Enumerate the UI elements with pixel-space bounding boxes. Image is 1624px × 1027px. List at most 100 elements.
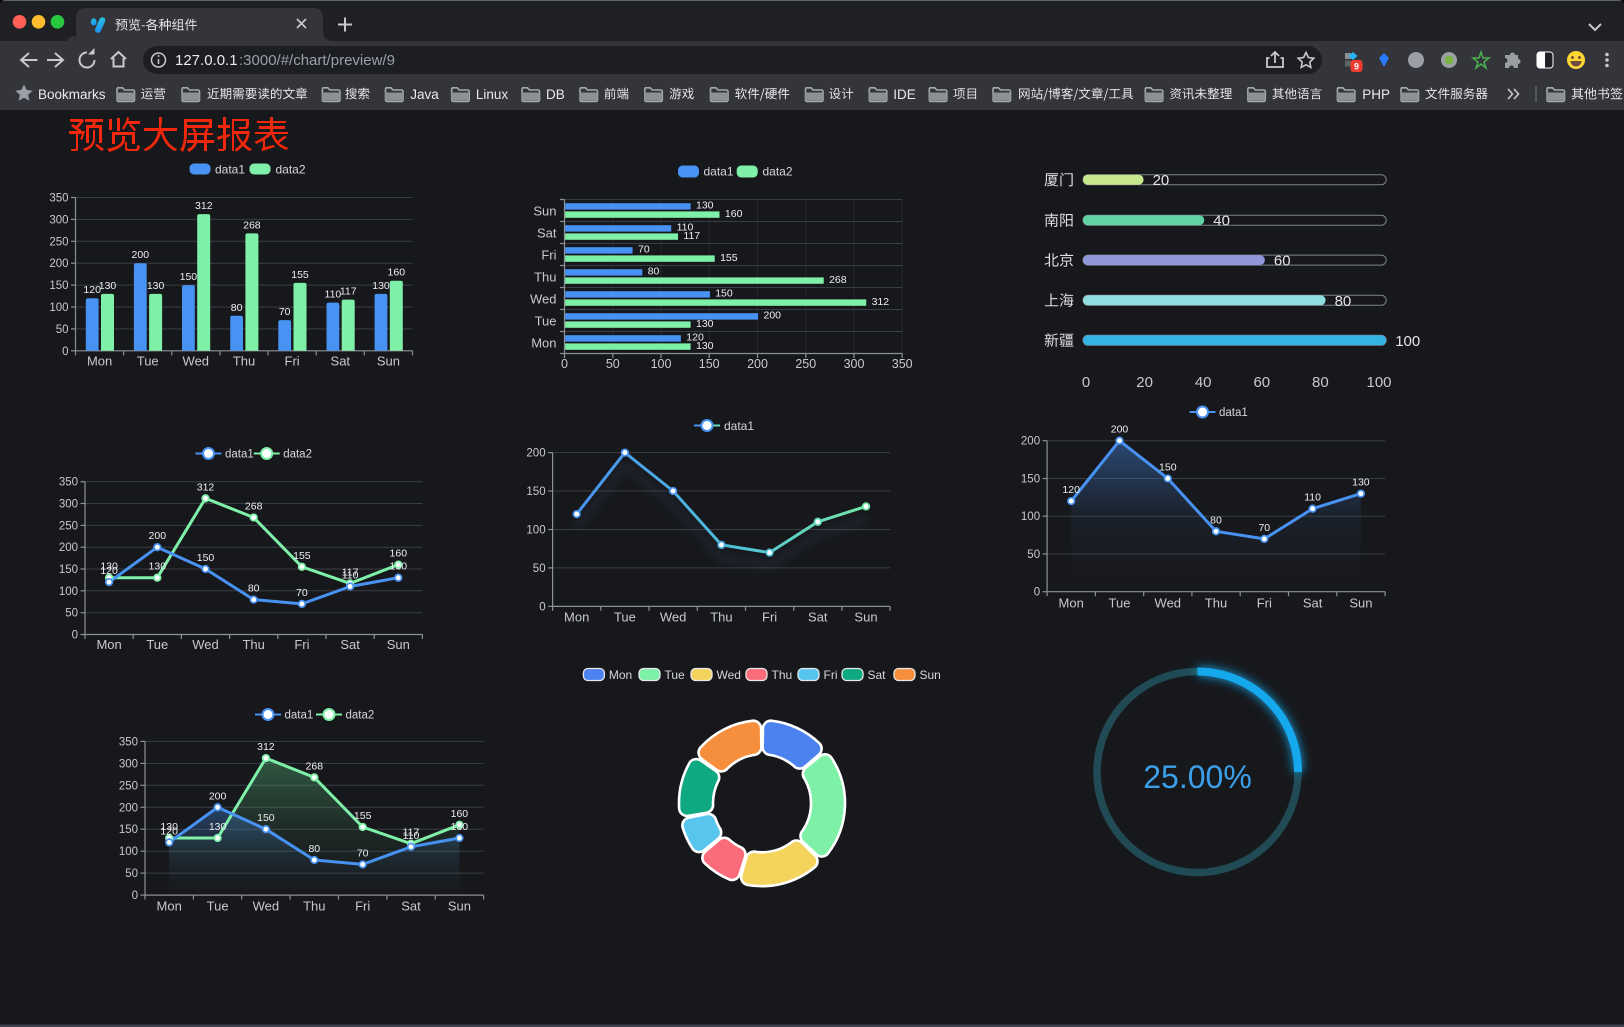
svg-text:Wed: Wed	[183, 354, 210, 369]
svg-text:data2: data2	[276, 163, 306, 177]
svg-text:127.0.0.1: 127.0.0.1	[175, 52, 238, 69]
svg-text:70: 70	[638, 244, 650, 256]
svg-text:350: 350	[119, 736, 138, 748]
svg-text:350: 350	[59, 477, 78, 489]
svg-text:Thu: Thu	[1205, 596, 1227, 611]
svg-text:Sun: Sun	[448, 899, 471, 914]
svg-text:150: 150	[526, 486, 545, 498]
svg-text:80: 80	[1210, 514, 1222, 526]
svg-text:350: 350	[892, 357, 913, 371]
svg-text:Tue: Tue	[207, 899, 229, 914]
svg-text:300: 300	[49, 214, 68, 226]
svg-text:Fri: Fri	[294, 637, 309, 652]
svg-text:155: 155	[291, 269, 309, 281]
svg-text:120: 120	[100, 565, 118, 577]
svg-text:Fri: Fri	[1257, 596, 1272, 611]
svg-text:117: 117	[403, 827, 420, 839]
svg-text:130: 130	[149, 561, 167, 573]
svg-text:100: 100	[1366, 374, 1391, 391]
svg-text:Bookmarks: Bookmarks	[38, 87, 106, 102]
svg-text:200: 200	[747, 357, 768, 371]
svg-text:Sun: Sun	[1349, 596, 1372, 611]
svg-text:120: 120	[686, 332, 704, 344]
svg-text:Mon: Mon	[564, 609, 589, 624]
svg-text:80: 80	[248, 583, 260, 595]
svg-text:DB: DB	[546, 87, 565, 102]
svg-text:Thu: Thu	[242, 637, 264, 652]
svg-text:9: 9	[1354, 62, 1359, 72]
svg-text:200: 200	[764, 310, 782, 322]
svg-text:130: 130	[390, 561, 408, 573]
svg-text:268: 268	[243, 219, 261, 231]
svg-text:Wed: Wed	[530, 292, 557, 307]
svg-text:Fri: Fri	[541, 248, 556, 263]
svg-text:70: 70	[279, 306, 291, 318]
svg-text:150: 150	[699, 357, 720, 371]
svg-text:50: 50	[606, 357, 620, 371]
svg-text:100: 100	[1021, 511, 1040, 523]
svg-text:60: 60	[1274, 253, 1291, 270]
svg-text:IDE: IDE	[893, 87, 916, 102]
svg-text:70: 70	[357, 847, 369, 859]
svg-text:150: 150	[1021, 474, 1040, 486]
svg-text:150: 150	[197, 552, 215, 564]
svg-text:300: 300	[844, 357, 865, 371]
svg-text:80: 80	[231, 302, 243, 314]
svg-text:Mon: Mon	[157, 899, 182, 914]
svg-text:Mon: Mon	[1059, 596, 1084, 611]
svg-text:130: 130	[696, 318, 714, 330]
svg-text:Wed: Wed	[253, 899, 280, 914]
svg-text:200: 200	[1111, 424, 1129, 436]
svg-text:200: 200	[132, 249, 150, 261]
svg-text:Wed: Wed	[1155, 596, 1182, 611]
svg-text:130: 130	[209, 821, 227, 833]
svg-text:Fri: Fri	[285, 354, 300, 369]
svg-text:50: 50	[125, 868, 138, 880]
svg-text:Sat: Sat	[401, 899, 421, 914]
svg-text:Tue: Tue	[1109, 596, 1131, 611]
svg-text:130: 130	[372, 280, 390, 292]
svg-text:200: 200	[526, 448, 545, 460]
svg-text:268: 268	[306, 760, 324, 772]
svg-text:Fri: Fri	[824, 668, 838, 682]
svg-text:130: 130	[696, 340, 714, 352]
svg-text:117: 117	[342, 566, 359, 578]
svg-text:100: 100	[651, 357, 672, 371]
svg-text:Tue: Tue	[146, 637, 168, 652]
svg-text:150: 150	[1159, 462, 1177, 474]
svg-text:110: 110	[1304, 492, 1321, 504]
svg-text:155: 155	[354, 810, 372, 822]
svg-text:350: 350	[49, 193, 68, 205]
svg-text:150: 150	[257, 812, 275, 824]
svg-text:160: 160	[390, 548, 408, 560]
svg-text:Sat: Sat	[1303, 596, 1323, 611]
svg-text:200: 200	[1021, 436, 1040, 448]
svg-text:117: 117	[340, 286, 357, 298]
svg-text:155: 155	[293, 550, 311, 562]
svg-text:155: 155	[720, 252, 738, 264]
svg-text:Sat: Sat	[331, 354, 351, 369]
svg-text:PHP: PHP	[1362, 87, 1390, 102]
svg-text:Mon: Mon	[609, 668, 632, 682]
svg-text:110: 110	[342, 570, 359, 582]
svg-text:20: 20	[1153, 172, 1170, 189]
svg-text:130: 130	[100, 561, 118, 573]
svg-text:data1: data1	[1219, 407, 1248, 419]
svg-text:60: 60	[1253, 374, 1270, 391]
svg-text:100: 100	[526, 525, 545, 537]
svg-text:160: 160	[725, 208, 743, 220]
svg-text:160: 160	[388, 267, 406, 279]
svg-text:110: 110	[677, 222, 694, 234]
svg-text:120: 120	[160, 825, 178, 837]
svg-text:130: 130	[451, 821, 469, 833]
svg-text:Fri: Fri	[762, 609, 777, 624]
svg-text:120: 120	[1062, 484, 1080, 496]
svg-text:70: 70	[296, 587, 308, 599]
svg-text:130: 130	[160, 821, 178, 833]
svg-text:80: 80	[1312, 374, 1329, 391]
svg-text:312: 312	[197, 481, 215, 493]
svg-text:Sat: Sat	[808, 609, 828, 624]
svg-text:268: 268	[245, 501, 263, 513]
svg-text:Mon: Mon	[531, 336, 556, 351]
svg-text:data2: data2	[763, 165, 793, 179]
